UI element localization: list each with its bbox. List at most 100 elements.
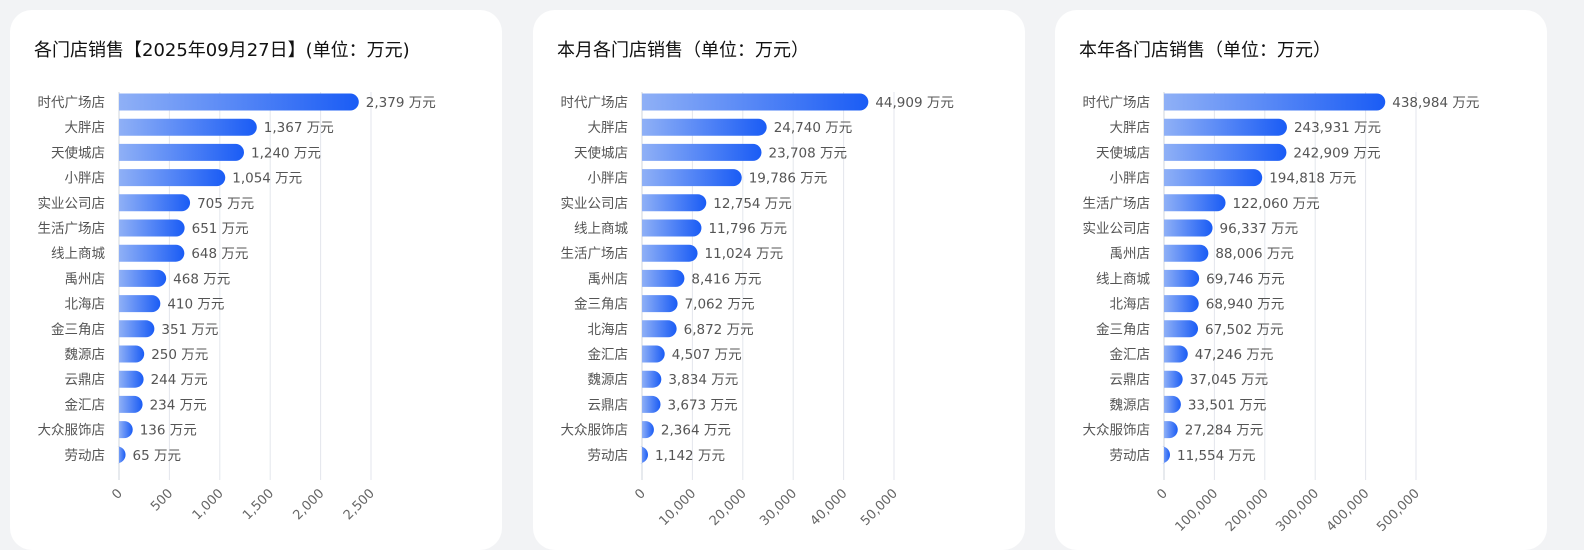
category-label: 实业公司店 [561,196,629,212]
value-label: 468 万元 [173,271,230,287]
bar [1164,269,1200,287]
value-label: 67,502 万元 [1205,322,1284,338]
value-label: 705 万元 [197,196,254,212]
x-tick-label: 1,000 [190,486,227,523]
bar [642,194,707,212]
category-label: 劳动店 [65,448,106,464]
category-label: 线上商城 [574,221,628,237]
category-label: 天使城店 [51,144,105,161]
bar [1164,93,1386,111]
chart-title-daily: 各门店销售【2025年09月27日】(单位：万元) [34,40,410,61]
bar [642,295,678,313]
value-label: 23,708 万元 [768,145,847,161]
bar [119,320,155,338]
bar [119,143,244,161]
value-label: 3,673 万元 [668,397,738,413]
chart-card-daily: 各门店销售【2025年09月27日】(单位：万元) 0 500 1,000 1,500… [10,10,502,550]
bar [642,269,685,287]
value-label: 68,940 万元 [1206,297,1285,313]
bar [119,93,359,111]
category-label: 生活广场店 [1083,196,1151,212]
bar [119,370,144,388]
value-label: 243,931 万元 [1294,120,1381,136]
category-label: 大众服饰店 [561,423,629,439]
chart-card-monthly: 本月各门店销售（单位：万元） 0 10,000 20,000 30,000 40,000… [533,10,1025,550]
x-tick-label: 0 [109,486,125,502]
bar [642,143,762,161]
value-label: 33,501 万元 [1188,397,1267,413]
value-label: 12,754 万元 [713,196,792,212]
bar [1164,219,1213,237]
x-tick-label: 20,000 [707,486,750,529]
bar [119,169,226,187]
category-label: 金三角店 [1096,322,1150,338]
category-label: 金汇店 [1110,347,1151,363]
x-tick-label: 0 [632,486,648,502]
x-tick-label: 400,000 [1324,486,1373,535]
bar [1164,244,1209,262]
chart-title-yearly: 本年各门店销售（单位：万元） [1079,40,1331,61]
bar [642,244,698,262]
chart-title-monthly: 本月各门店销售（单位：万元） [557,40,809,61]
value-label: 1,367 万元 [264,120,334,136]
x-tick-label: 200,000 [1223,486,1272,535]
value-label: 37,045 万元 [1190,372,1269,388]
value-label: 244 万元 [151,372,208,388]
category-label: 金三角店 [574,297,628,313]
bar [1164,345,1188,363]
category-label: 大胖店 [1110,120,1151,136]
value-label: 11,796 万元 [708,221,787,237]
category-label: 云鼎店 [65,372,106,388]
bar [642,118,767,136]
category-label: 实业公司店 [38,196,106,212]
bar [119,219,185,237]
bar [642,320,677,338]
category-label: 实业公司店 [1083,221,1151,237]
bar [119,244,185,262]
x-tick-label: 30,000 [757,486,800,529]
x-tick-label: 300,000 [1273,486,1322,535]
category-label: 小胖店 [588,171,629,187]
category-label: 北海店 [1110,297,1151,313]
value-label: 47,246 万元 [1195,347,1274,363]
x-tick-label: 2,000 [291,486,328,523]
value-label: 2,364 万元 [661,423,731,439]
value-label: 194,818 万元 [1269,171,1356,187]
x-tick-label: 2,500 [341,486,378,523]
category-label: 时代广场店 [38,95,106,111]
value-label: 8,416 万元 [691,271,761,287]
bar [1164,143,1287,161]
category-label: 云鼎店 [588,397,629,413]
category-label: 生活广场店 [38,221,106,237]
bar-chart-monthly: 0 10,000 20,000 30,000 40,000 50,000 时代广场店 44,9… [561,92,954,529]
category-label: 大众服饰店 [1083,423,1151,439]
value-label: 438,984 万元 [1392,95,1479,111]
x-tick-label: 500 [148,486,176,514]
value-label: 24,740 万元 [774,120,853,136]
bar [1164,194,1226,212]
bar-chart-daily: 0 500 1,000 1,500 2,000 2,500 时代广场店 2,379 万元大胖店… [38,92,436,523]
value-label: 1,240 万元 [251,145,321,161]
value-label: 65 万元 [133,448,181,464]
bar [119,345,145,363]
category-label: 时代广场店 [561,95,629,111]
value-label: 11,024 万元 [705,246,784,262]
value-label: 19,786 万元 [749,171,828,187]
bar [642,370,662,388]
bar [642,219,702,237]
bar [639,446,648,464]
category-label: 大众服饰店 [38,423,106,439]
bar [119,395,143,413]
x-tick-label: 10,000 [656,486,699,529]
category-label: 天使城店 [1096,144,1150,161]
category-label: 魏源店 [65,347,106,363]
category-label: 云鼎店 [1110,372,1151,388]
value-label: 4,507 万元 [672,347,742,363]
bar [119,269,167,287]
bar [642,169,742,187]
x-tick-label: 40,000 [808,486,851,529]
value-label: 69,746 万元 [1206,271,1285,287]
value-label: 410 万元 [167,297,224,313]
bar [1164,320,1199,338]
category-label: 大胖店 [588,120,629,136]
